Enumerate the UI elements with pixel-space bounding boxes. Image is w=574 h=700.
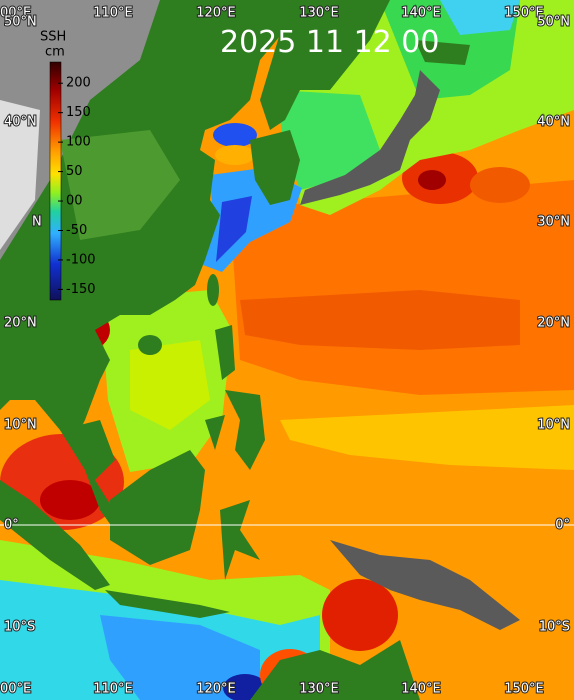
colorbar-unit: cm: [45, 45, 65, 60]
lon-label: 00°E: [0, 682, 31, 697]
colorbar-tick-label: 150: [66, 105, 91, 120]
lat-label: N: [32, 215, 42, 230]
lat-label: 20°N: [4, 316, 37, 331]
colorbar-label: SSH: [40, 30, 66, 45]
lon-label: 150°E: [504, 6, 544, 21]
colorbar-tick-label: 100: [66, 135, 91, 150]
graticule-labels: 00°E 110°E 120°E 130°E 140°E 150°E 00°E 110°E 12…: [0, 5, 571, 698]
lon-label: 140°E: [401, 6, 441, 21]
colorbar-tick-label: -150: [66, 282, 96, 297]
lon-label: 120°E: [196, 682, 236, 697]
lat-label: 0°: [4, 518, 19, 533]
colorbar-tick-label: 200: [66, 76, 91, 91]
colorbar-tick-label: 00: [66, 194, 83, 209]
lon-label: 130°E: [299, 682, 339, 697]
lon-label: 00°E: [0, 6, 31, 21]
lon-label: 130°E: [299, 6, 339, 21]
lat-label: 40°N: [4, 115, 37, 130]
lon-label: 140°E: [401, 682, 441, 697]
map-title: 2025 11 12 00: [220, 25, 439, 60]
lat-label: 10°S: [539, 620, 570, 635]
lat-label: 20°N: [537, 316, 570, 331]
lat-label: 50°N: [4, 15, 37, 30]
lon-label: 120°E: [196, 6, 236, 21]
colorbar-tick-label: -50: [66, 223, 87, 238]
colorbar: [49, 61, 62, 301]
lat-label: 30°N: [537, 215, 570, 230]
colorbar-tick-label: 50: [66, 164, 83, 179]
lon-label: 110°E: [93, 682, 133, 697]
lat-label: 10°S: [4, 620, 35, 635]
lon-label: 150°E: [504, 682, 544, 697]
land: [0, 0, 520, 700]
lat-label: 10°N: [537, 418, 570, 433]
lat-label: 10°N: [4, 418, 37, 433]
colorbar-tick-label: -100: [66, 252, 96, 267]
lat-label: 0°: [555, 518, 570, 533]
lat-label: 50°N: [537, 15, 570, 30]
lat-label: 40°N: [537, 115, 570, 130]
lon-label: 110°E: [93, 6, 133, 21]
colorbar-ticks: 200 150 100 50 00 -50 -100 -150: [58, 76, 96, 297]
